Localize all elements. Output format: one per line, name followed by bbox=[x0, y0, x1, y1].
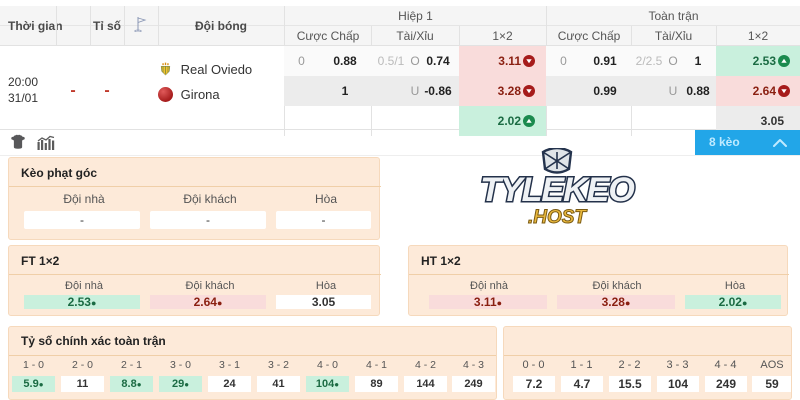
svg-text:.HOST: .HOST bbox=[528, 207, 587, 228]
svg-text:TYLEKEO: TYLEKEO bbox=[480, 171, 634, 209]
